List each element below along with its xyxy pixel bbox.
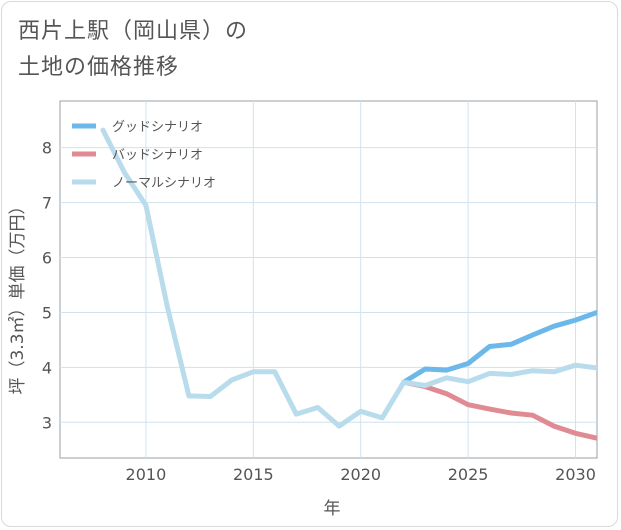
y-tick-label: 6 <box>42 249 52 268</box>
series-line-0 <box>401 310 597 385</box>
chart-title: 西片上駅（岡山県）の 土地の価格推移 <box>18 14 248 86</box>
series-line-2 <box>100 127 597 429</box>
tick-labels: 2010 2015 2020 2025 2030 3 4 5 6 7 8 <box>42 139 596 484</box>
y-tick-label: 8 <box>42 139 52 158</box>
legend-label: ノーマルシナリオ <box>112 176 216 191</box>
y-tick-label: 5 <box>42 303 52 322</box>
x-tick-label: 2020 <box>340 465 381 484</box>
y-tick-label: 3 <box>42 413 52 432</box>
y-axis-title: 坪（3.3㎡）単価（万円） <box>8 197 28 394</box>
x-tick-label: 2015 <box>233 465 274 484</box>
series-lines <box>100 127 597 441</box>
grid-lines <box>60 101 597 458</box>
x-tick-label: 2025 <box>448 465 489 484</box>
title-line-1: 西片上駅（岡山県）の <box>18 19 249 44</box>
x-tick-label: 2030 <box>555 465 596 484</box>
x-tick-label: 2010 <box>126 465 167 484</box>
legend-label: バッドシナリオ <box>112 148 203 163</box>
x-axis-title: 年 <box>324 499 341 519</box>
y-tick-label: 7 <box>42 194 52 213</box>
y-tick-label: 4 <box>42 358 52 377</box>
legend-label: グッドシナリオ <box>112 120 203 135</box>
series-line-1 <box>401 379 597 441</box>
plot-area <box>59 100 598 459</box>
title-line-2: 土地の価格推移 <box>18 55 180 80</box>
